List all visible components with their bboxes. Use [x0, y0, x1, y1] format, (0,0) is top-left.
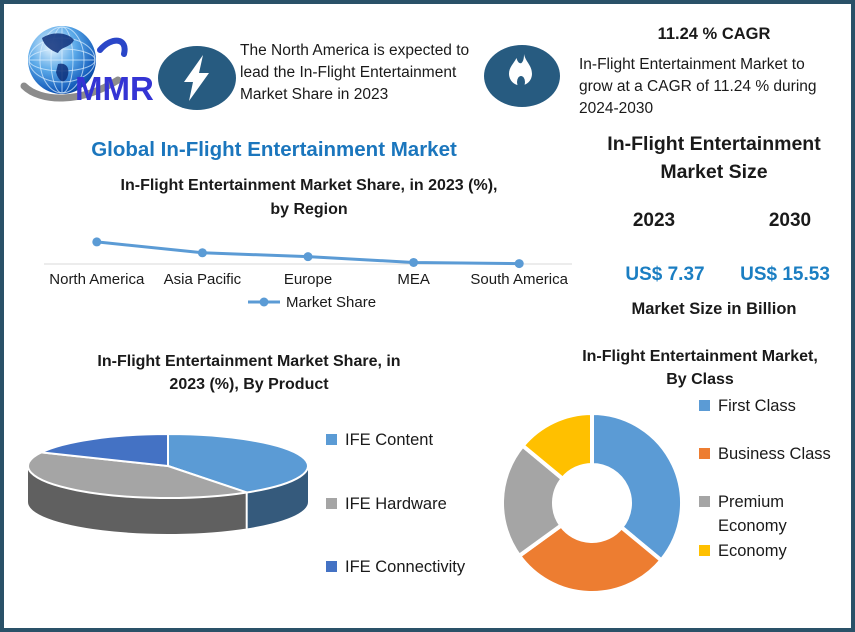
cagr-line-3: 2024-2030	[579, 100, 654, 117]
donut-legend-item-economy: Economy	[699, 539, 787, 563]
pie-slice	[167, 433, 309, 494]
cagr-heading: 11.24 % CAGR	[657, 25, 771, 43]
economy-swatch	[699, 545, 710, 556]
region-line-chart: North America Asia Pacific Europe MEA South …	[44, 237, 572, 311]
mmr-globe-logo: MMR	[20, 26, 154, 107]
data-point-marker	[514, 259, 524, 269]
first-class-label: First Class	[718, 397, 796, 415]
page-title: Global In-Flight Entertainment Market	[91, 138, 457, 161]
highlight-line-2: lead the In-Flight Entertainment	[240, 64, 457, 81]
logo-blue-swoosh	[97, 37, 128, 57]
pie-slice	[27, 451, 248, 499]
data-point-marker	[303, 252, 313, 262]
economy-label: Economy	[718, 542, 787, 560]
flame-icon	[484, 45, 560, 107]
donut-legend-item-premium-economy: Premium Economy	[699, 490, 818, 538]
data-point-marker	[197, 248, 207, 258]
cagr-line-2: grow at a CAGR of 11.24 % during	[579, 78, 817, 95]
donut-chart-title-line-2: By Class	[666, 371, 734, 388]
pie-slice-side	[28, 466, 247, 534]
donut-legend-item-first-class: First Class	[699, 394, 796, 418]
legend-marker-dot	[259, 297, 269, 307]
data-point-marker	[409, 257, 419, 267]
donut-chart-title: In-Flight Entertainment Market, By Class	[564, 345, 836, 391]
pie-legend-item-ife-hardware: IFE Hardware	[326, 492, 447, 516]
highlight-text: The North America is expected to lead th…	[240, 40, 480, 106]
mmr-logo: MMR	[18, 20, 158, 112]
donut-slice	[520, 411, 594, 481]
business-class-label: Business Class	[718, 445, 831, 463]
logo-text: MMR	[75, 70, 154, 107]
product-pie-chart	[27, 433, 309, 534]
business-class-swatch	[699, 448, 710, 459]
market-size-year-2023: 2023	[632, 210, 676, 231]
lightning-badge	[157, 45, 237, 111]
category-label: South America	[470, 271, 568, 288]
donut-slice	[590, 411, 684, 563]
ife-connectivity-swatch	[326, 561, 337, 572]
pie-slice	[40, 433, 169, 467]
category-label: Europe	[284, 271, 332, 288]
ife-connectivity-label: IFE Connectivity	[345, 558, 466, 576]
premium-economy-swatch	[699, 496, 710, 507]
line-chart-title: In-Flight Entertainment Market Share, in…	[49, 174, 569, 222]
market-size-value-2030: US$ 15.53	[740, 264, 830, 285]
pie-legend-item-ife-content: IFE Content	[326, 428, 433, 452]
lightning-icon	[158, 46, 236, 110]
line-chart-title-line-2: by Region	[270, 201, 348, 218]
ife-hardware-label: IFE Hardware	[345, 495, 447, 513]
class-donut-chart	[500, 411, 684, 595]
pie-chart-title: In-Flight Entertainment Market Share, in…	[39, 350, 459, 396]
category-label: MEA	[397, 271, 430, 288]
logo-swoosh	[20, 76, 122, 102]
market-size-title: In-Flight Entertainment Market Size	[579, 130, 849, 186]
market-size-title-line-2: Market Size	[660, 161, 768, 183]
line-chart-title-line-1: In-Flight Entertainment Market Share, in…	[120, 177, 498, 194]
highlight-line-3: Market Share in 2023	[240, 86, 389, 103]
legend-label: Market Share	[286, 294, 376, 311]
data-point-marker	[92, 237, 102, 247]
premium-economy-label: Premium Economy	[718, 493, 787, 535]
ife-content-swatch	[326, 434, 337, 445]
category-label: North America	[49, 271, 145, 288]
market-size-year-2030: 2030	[768, 210, 812, 231]
pie-chart-title-line-2: 2023 (%), By Product	[169, 376, 329, 393]
pie-legend-item-ife-connectivity: IFE Connectivity	[326, 555, 465, 579]
category-label: Asia Pacific	[164, 271, 242, 288]
donut-legend-item-business-class: Business Class	[699, 442, 831, 466]
donut-slice	[517, 523, 664, 595]
pie-chart-title-line-1: In-Flight Entertainment Market Share, in	[97, 353, 401, 370]
ife-content-label: IFE Content	[345, 431, 434, 449]
first-class-swatch	[699, 400, 710, 411]
flame-badge	[482, 44, 562, 110]
cagr-line-1: In-Flight Entertainment Market to	[579, 56, 805, 73]
market-size-note: Market Size in Billion	[631, 300, 797, 318]
donut-slice	[500, 443, 565, 558]
donut-chart-title-line-1: In-Flight Entertainment Market,	[582, 348, 818, 365]
cagr-text: In-Flight Entertainment Market to grow a…	[579, 54, 851, 120]
market-size-title-line-1: In-Flight Entertainment	[607, 133, 821, 155]
highlight-line-1: The North America is expected to	[240, 42, 470, 59]
ife-hardware-swatch	[326, 498, 337, 509]
market-size-value-2023: US$ 7.37	[625, 264, 705, 285]
